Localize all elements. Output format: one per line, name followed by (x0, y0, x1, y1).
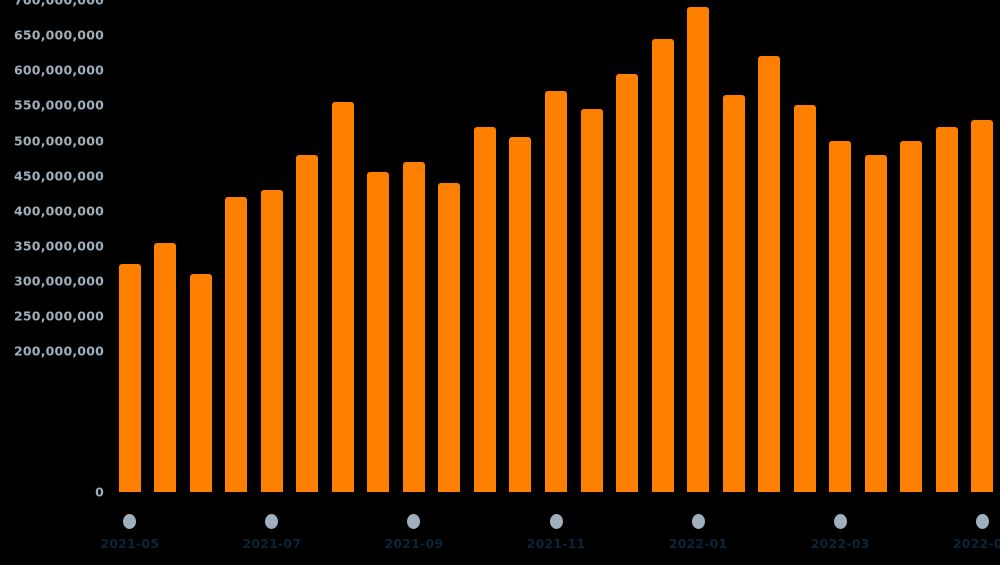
x-tick-label: 2021-05 (100, 536, 160, 551)
bar[interactable] (971, 119, 994, 492)
x-tick-dot (407, 514, 421, 529)
bar[interactable] (331, 101, 354, 492)
x-tick-label: 2021-07 (242, 536, 302, 551)
y-tick-label: 350,000,000 (14, 238, 104, 254)
bar[interactable] (758, 56, 781, 492)
bar[interactable] (154, 242, 177, 492)
bar[interactable] (118, 263, 141, 492)
x-tick-dot (975, 514, 989, 529)
bar[interactable] (864, 154, 887, 492)
y-tick-label: 250,000,000 (14, 308, 104, 324)
x-tick-label: 2022-05 (952, 536, 1000, 551)
bar[interactable] (545, 91, 567, 492)
y-tick-label: 650,000,000 (14, 27, 104, 43)
bar[interactable] (900, 140, 923, 492)
x-tick-label: 2022-03 (810, 536, 870, 551)
plot-area (112, 0, 1000, 492)
bar[interactable] (367, 172, 390, 492)
y-tick-label: 400,000,000 (14, 203, 104, 219)
x-tick-dot (549, 514, 563, 529)
bar[interactable] (651, 38, 674, 492)
bar[interactable] (935, 126, 958, 492)
bar[interactable] (296, 154, 319, 492)
x-tick-dot (833, 514, 847, 529)
bar[interactable] (829, 140, 852, 492)
bar[interactable] (473, 126, 496, 492)
bar[interactable] (438, 182, 461, 492)
y-tick-label: 600,000,000 (14, 62, 104, 78)
bar[interactable] (616, 73, 639, 492)
y-tick-label: 200,000,000 (14, 343, 104, 359)
y-tick-label: 500,000,000 (14, 133, 104, 149)
y-tick-label: 550,000,000 (14, 97, 104, 113)
x-tick-label: 2021-11 (526, 536, 586, 551)
bar[interactable] (260, 189, 283, 492)
bar[interactable] (402, 161, 425, 492)
x-tick-dot (123, 514, 137, 529)
bar[interactable] (687, 7, 710, 492)
y-tick-label: 450,000,000 (14, 168, 104, 184)
bar[interactable] (225, 196, 248, 492)
x-tick-dot (691, 514, 705, 529)
y-tick-label: 700,000,000 (14, 0, 104, 8)
x-axis: 2021-05 2021-07 2021-09 2021-11 2022-01 2022-… (100, 492, 1000, 565)
bar[interactable] (580, 108, 603, 492)
bar[interactable] (722, 94, 745, 492)
x-tick-label: 2021-09 (384, 536, 444, 551)
bar[interactable] (793, 105, 816, 492)
bar[interactable] (189, 274, 212, 492)
y-axis: 700,000,000 650,000,000 600,000,000 550,000… (0, 0, 112, 565)
x-tick-label: 2022-01 (668, 536, 728, 551)
y-tick-label: 300,000,000 (14, 273, 104, 289)
bar[interactable] (509, 137, 532, 492)
y-tick-label: 0 (95, 484, 104, 500)
x-tick-dot (265, 514, 279, 529)
